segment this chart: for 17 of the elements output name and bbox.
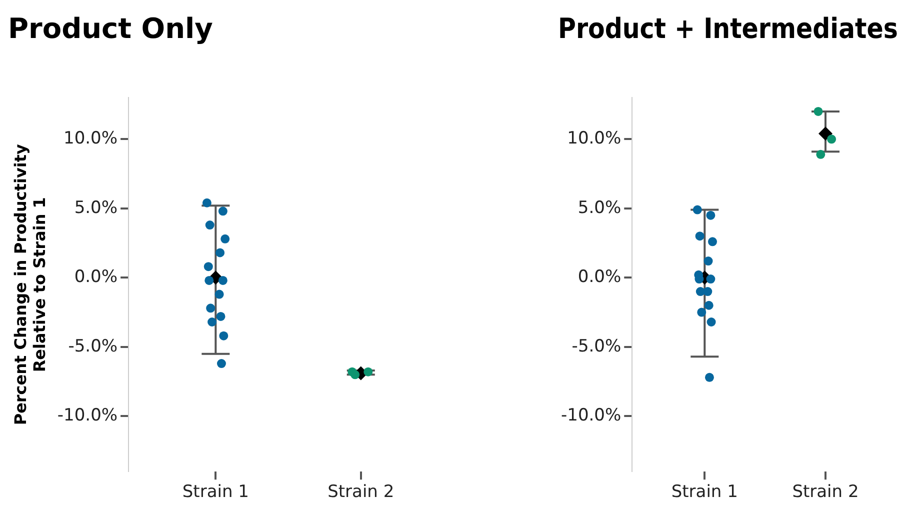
y-tick-label: 5.0% [578, 198, 622, 218]
y-tick-label: -5.0% [572, 336, 622, 356]
y-tick-label: -5.0% [68, 336, 118, 356]
x-tick-label: Strain 2 [328, 482, 394, 502]
y-tick-label: 10.0% [567, 128, 622, 149]
y-tick-label: -10.0% [57, 406, 118, 426]
x-tick-label: Strain 1 [671, 482, 738, 502]
y-tick-label: 0.0% [74, 267, 118, 288]
y-tick-label: 10.0% [64, 128, 118, 149]
chart-title: Product + Intermediates [558, 14, 898, 46]
y-tick-label: 0.0% [578, 267, 622, 288]
x-tick-label: Strain 2 [792, 482, 859, 502]
y-tick-label: 5.0% [74, 198, 118, 218]
y-tick-label: -10.0% [561, 406, 622, 426]
y-axis-title: Percent Change in Productivity Relative to Strain 1 [10, 143, 49, 426]
chart-title: Product Only [8, 12, 213, 46]
x-tick-label: Strain 1 [182, 482, 249, 502]
